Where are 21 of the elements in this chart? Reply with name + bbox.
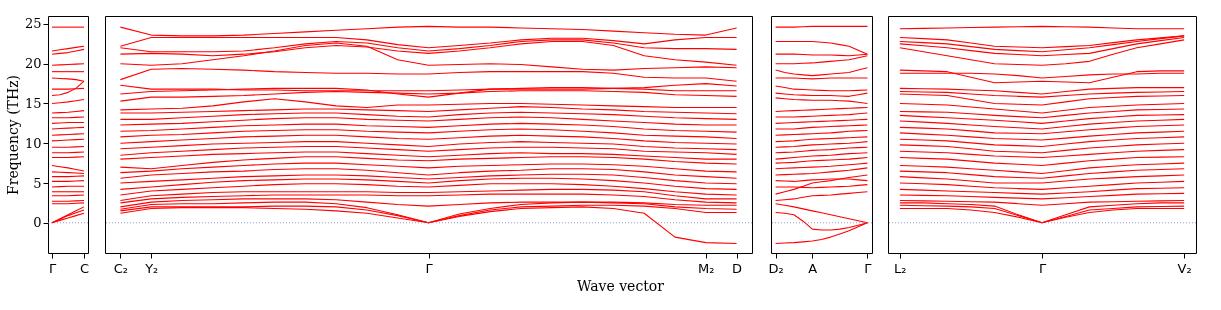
x-tick-label: D: [732, 260, 743, 276]
y-tick-label: 25: [24, 16, 42, 32]
x-tick-label: Γ: [425, 260, 434, 276]
x-tick-label: Y₂: [144, 260, 159, 276]
y-tick-label: 5: [33, 175, 42, 191]
x-tick-label: L₂: [894, 260, 907, 276]
x-tick-label: D₂: [768, 260, 784, 276]
x-tick-label: A: [808, 260, 818, 276]
x-axis-title: Wave vector: [577, 277, 665, 294]
y-tick-label: 15: [24, 95, 42, 111]
x-tick-label: C₂: [113, 260, 129, 276]
y-tick-label: 0: [33, 215, 42, 231]
y-axis-title: Frequency (THz): [4, 74, 21, 196]
y-tick-label: 20: [24, 56, 42, 72]
x-tick-label: Γ: [864, 260, 873, 276]
x-tick-label: C: [79, 260, 90, 276]
x-tick-label: V₂: [1177, 260, 1192, 276]
y-tick-label: 10: [24, 135, 42, 151]
x-tick-label: M₂: [698, 260, 715, 276]
x-tick-label: Γ: [1038, 260, 1047, 276]
x-tick-label: Γ: [48, 260, 57, 276]
